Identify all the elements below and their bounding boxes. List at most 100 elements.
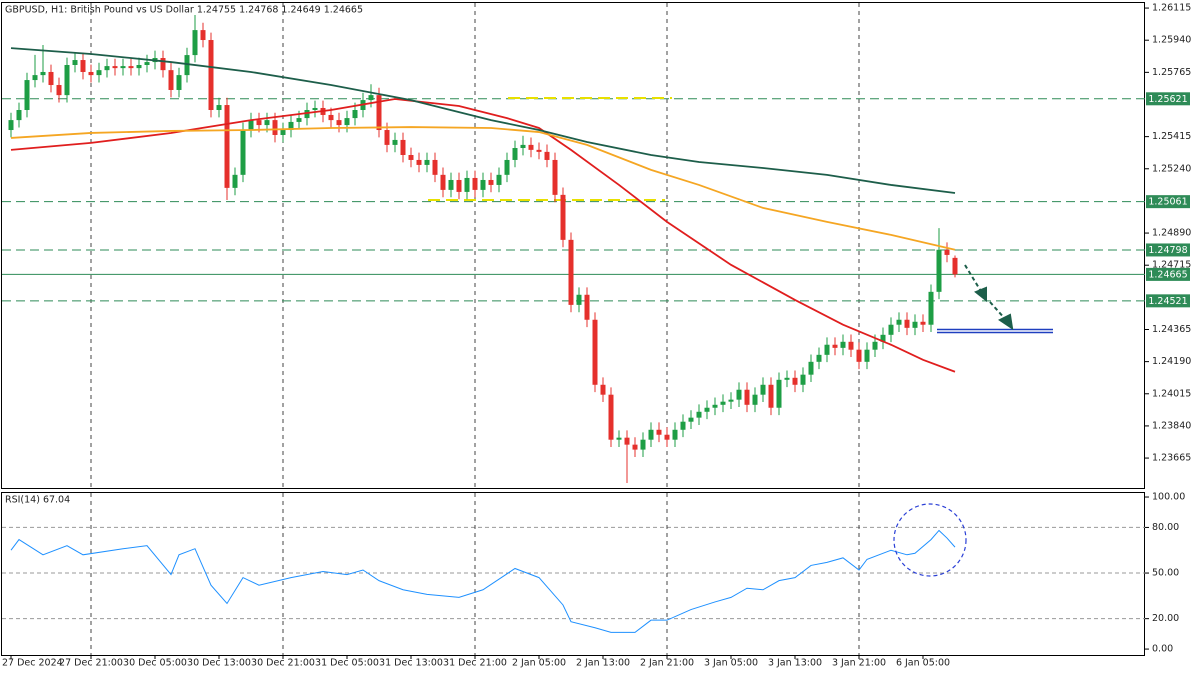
- candle-body: [176, 75, 182, 90]
- candle-body: [784, 377, 790, 380]
- candle-body: [488, 179, 494, 185]
- moving-average: [10, 98, 956, 373]
- candle-body: [624, 437, 630, 445]
- candle-body: [696, 411, 702, 418]
- rsi-title: RSI(14) 67.04: [5, 495, 70, 506]
- candle-body: [496, 174, 502, 185]
- y-tick-label: 20.00: [1152, 613, 1179, 624]
- y-tick-label: 1.23840: [1152, 420, 1191, 431]
- candle-body: [888, 324, 894, 335]
- candle-body: [568, 239, 574, 305]
- candle-body: [248, 120, 254, 131]
- candle-body: [704, 407, 710, 412]
- x-tick-label: 27 Dec 21:00: [59, 658, 123, 669]
- candle-body: [168, 70, 174, 90]
- forecast-arrow: [964, 264, 1014, 331]
- candle-body: [584, 294, 590, 320]
- candle-body: [576, 294, 582, 305]
- candle-body: [368, 95, 374, 101]
- level-tag-label: 1.24521: [1148, 296, 1187, 307]
- arrow-segment: [964, 264, 983, 294]
- candle-body: [120, 66, 126, 69]
- candle-body: [664, 434, 670, 440]
- level-tag: [1146, 243, 1190, 257]
- candle-body: [824, 344, 830, 355]
- candle-body: [384, 130, 390, 145]
- candle-body: [920, 321, 926, 325]
- x-tick-label: 30 Dec 05:00: [123, 658, 187, 669]
- candle-body: [336, 120, 342, 126]
- level-tag: [1146, 195, 1190, 209]
- candle-body: [936, 249, 942, 292]
- candle-body: [600, 384, 606, 395]
- candle-body: [272, 120, 278, 135]
- y-tick-label: 50.00: [1152, 568, 1179, 579]
- candle-body: [648, 429, 654, 440]
- candle-body: [40, 71, 46, 76]
- candle-body: [728, 399, 734, 402]
- candle-body: [144, 62, 150, 65]
- candle-body: [96, 70, 102, 76]
- candle-body: [776, 379, 782, 408]
- candle-body: [528, 144, 534, 150]
- x-tick-label: 3 Jan 21:00: [832, 658, 886, 669]
- candle-body: [448, 179, 454, 190]
- candle-body: [432, 159, 438, 175]
- candle-body: [480, 179, 486, 190]
- candle-body: [24, 80, 30, 110]
- candle-body: [256, 120, 262, 126]
- candle-body: [104, 66, 110, 71]
- level-tag-label: 1.24798: [1148, 245, 1187, 256]
- candle-body: [800, 374, 806, 385]
- candle-body: [912, 321, 918, 328]
- level-tag: [1146, 294, 1190, 308]
- candle-body: [424, 159, 430, 165]
- arrow-head: [998, 313, 1014, 331]
- y-tick-label: 1.25415: [1152, 131, 1191, 142]
- candle-body: [896, 319, 902, 325]
- y-tick-label: 100.00: [1152, 492, 1185, 503]
- y-tick-label: 1.24015: [1152, 388, 1191, 399]
- candle-body: [856, 349, 862, 362]
- candle-body: [408, 155, 414, 160]
- candle-body: [376, 95, 382, 131]
- candle-body: [312, 107, 318, 110]
- candle-body: [352, 110, 358, 119]
- candle-body: [672, 429, 678, 440]
- candle-body: [264, 120, 270, 126]
- candle-body: [48, 71, 54, 86]
- y-tick-label: 1.25240: [1152, 163, 1191, 174]
- candle-body: [328, 114, 334, 121]
- candle-body: [680, 421, 686, 430]
- candle-body: [216, 105, 222, 110]
- candle-body: [880, 334, 886, 342]
- candle-body: [464, 177, 470, 192]
- x-tick-label: 3 Jan 05:00: [704, 658, 758, 669]
- candle-body: [656, 429, 662, 435]
- candle-body: [16, 110, 22, 121]
- candle-body: [904, 319, 910, 328]
- candle-body: [56, 85, 62, 96]
- y-tick-label: 1.25940: [1152, 35, 1191, 46]
- moving-average: [10, 126, 956, 251]
- candle-body: [400, 139, 406, 155]
- candle-body: [720, 401, 726, 405]
- candle-body: [520, 144, 526, 149]
- highlight-circle: [893, 503, 967, 577]
- candle-body: [944, 249, 950, 255]
- candle-body: [240, 130, 246, 175]
- candle-body: [744, 389, 750, 405]
- arrow-head: [974, 286, 987, 303]
- candle-body: [512, 148, 518, 160]
- candle-body: [560, 194, 566, 240]
- candle-body: [296, 118, 302, 122]
- level-tag-label: 1.24665: [1148, 269, 1187, 280]
- candle-body: [864, 349, 870, 362]
- candle-body: [416, 159, 422, 165]
- x-tick-label: 2 Jan 05:00: [512, 658, 566, 669]
- level-tag-label: 1.25061: [1148, 197, 1187, 208]
- candle-body: [952, 257, 958, 275]
- y-tick-label: 1.24190: [1152, 356, 1191, 367]
- candle-body: [288, 121, 294, 131]
- y-tick-label: 0.00: [1152, 644, 1173, 655]
